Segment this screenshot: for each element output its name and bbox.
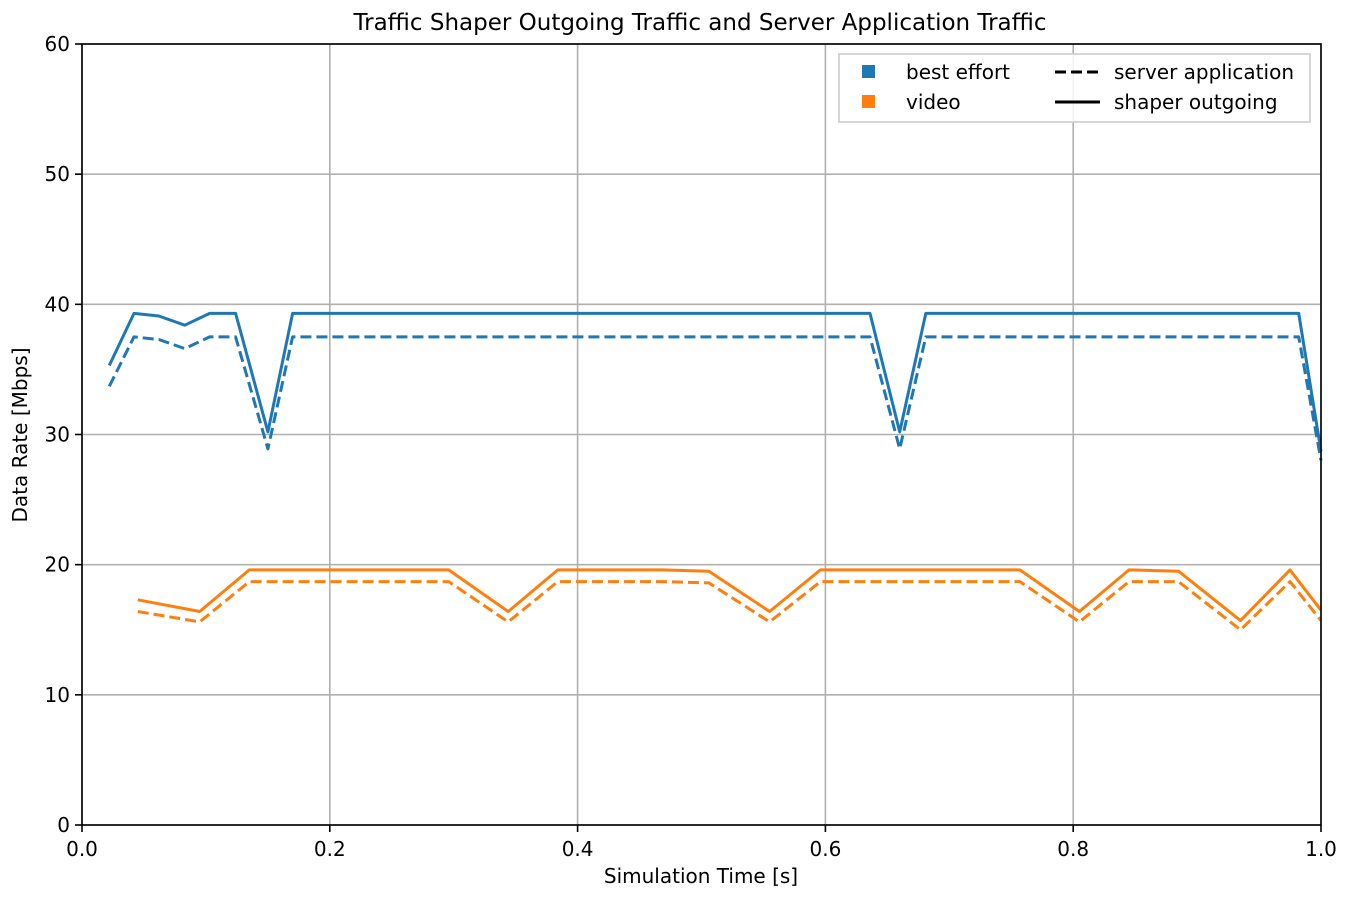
x-tick-label: 0.2 — [314, 837, 346, 861]
x-tick-label: 0.8 — [1057, 837, 1089, 861]
series-line-best-effort-shaper-outgoing — [107, 311, 1323, 452]
x-axis-title: Simulation Time [s] — [604, 864, 798, 888]
legend-swatch — [862, 95, 875, 108]
series-line-video-shaper-outgoing — [137, 568, 1323, 623]
legend-label: best effort — [906, 60, 1010, 84]
series-lines — [107, 311, 1323, 632]
y-tick-label: 40 — [45, 292, 70, 316]
x-tick-label: 0.4 — [562, 837, 594, 861]
legend-items: best effort video server application shaper… — [862, 60, 1294, 114]
legend-box — [838, 53, 1311, 123]
x-tick-label: 1.0 — [1305, 837, 1337, 861]
chart-title: Traffic Shaper Outgoing Traffic and Serv… — [352, 10, 1046, 36]
x-tick-label: 0.0 — [66, 837, 98, 861]
axis-ticks: 0.0 0.2 0.4 0.6 0.8 1.0 0 10 20 30 40 50 60 — [45, 32, 1337, 861]
y-axis-title: Data Rate [Mbps] — [8, 348, 32, 523]
y-tick-label: 50 — [45, 162, 70, 186]
legend-label: shaper outgoing — [1114, 90, 1278, 114]
y-tick-label: 60 — [45, 32, 70, 56]
y-tick-label: 30 — [45, 423, 70, 447]
y-tick-label: 20 — [45, 553, 70, 577]
y-tick-label: 0 — [57, 813, 70, 837]
legend-label: video — [906, 90, 961, 114]
legend-swatch — [862, 65, 875, 78]
grid — [81, 43, 1322, 826]
series-line-best-effort-server-application — [107, 335, 1323, 461]
y-tick-label: 10 — [45, 683, 70, 707]
legend-label: server application — [1114, 60, 1294, 84]
series-line-video-server-application — [137, 580, 1323, 632]
x-tick-label: 0.6 — [809, 837, 841, 861]
legend: best effort video server application shaper… — [838, 53, 1311, 123]
